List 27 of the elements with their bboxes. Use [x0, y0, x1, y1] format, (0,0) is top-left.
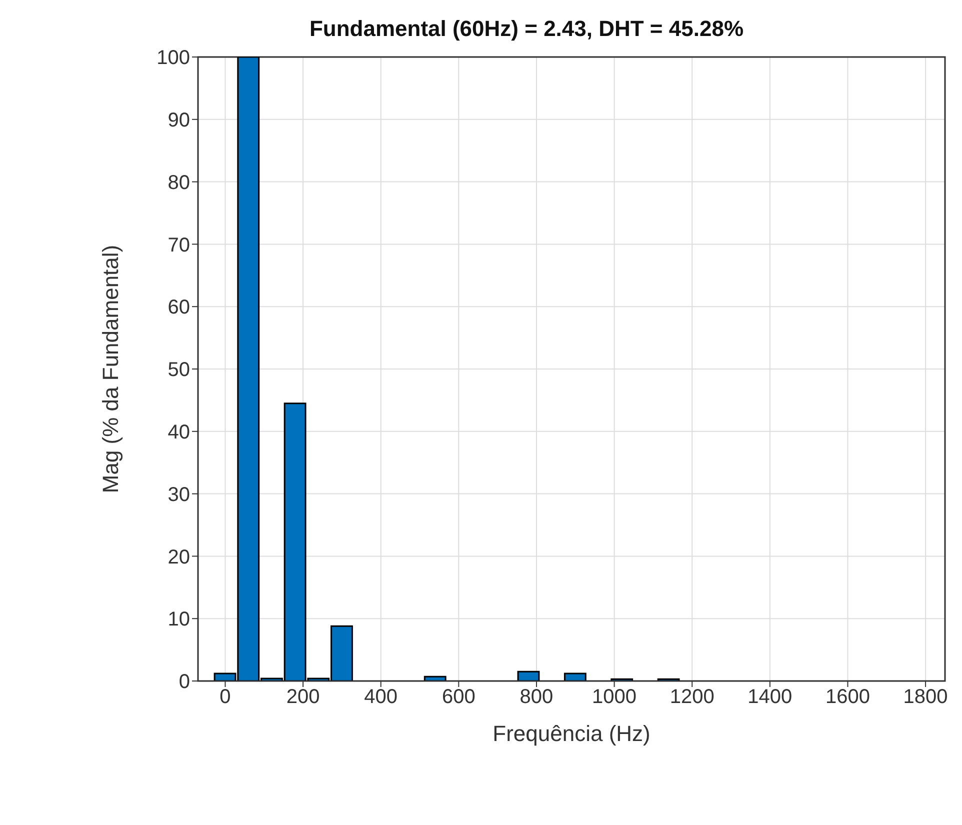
y-tick-label: 90 — [168, 110, 190, 132]
x-tick-label: 1600 — [825, 686, 870, 708]
y-tick-label: 20 — [168, 546, 190, 568]
y-tick-label: 60 — [168, 296, 190, 319]
y-tick-label: 70 — [168, 234, 190, 256]
bar — [517, 670, 540, 681]
y-tick-label: 40 — [168, 422, 190, 444]
y-tick-label: 0 — [178, 671, 190, 694]
y-tick-label: 80 — [168, 172, 190, 194]
chart-title: Fundamental (60Hz) = 2.43, DHT = 45.28% — [308, 16, 745, 42]
x-tick-label: 1200 — [670, 686, 714, 708]
x-tick-label: 1400 — [748, 686, 792, 708]
x-tick-label: 600 — [442, 686, 476, 708]
bar — [564, 672, 586, 681]
x-tick-label: 1000 — [592, 686, 637, 708]
y-tick-label: 50 — [168, 359, 190, 382]
y-tick-label: 10 — [168, 608, 190, 631]
y-tick-label: 100 — [156, 47, 190, 70]
x-tick-label: 400 — [364, 686, 398, 708]
x-tick-label: 800 — [520, 686, 554, 708]
x-tick-label: 200 — [286, 686, 320, 708]
x-tick-label: 1800 — [903, 686, 948, 708]
x-axis-title: Frequência (Hz) — [492, 721, 650, 746]
y-axis-title: Mag (% da Fundamental) — [98, 244, 123, 494]
y-tick-label: 30 — [168, 484, 190, 506]
x-tick-label: 0 — [220, 686, 231, 708]
bar — [424, 676, 446, 681]
